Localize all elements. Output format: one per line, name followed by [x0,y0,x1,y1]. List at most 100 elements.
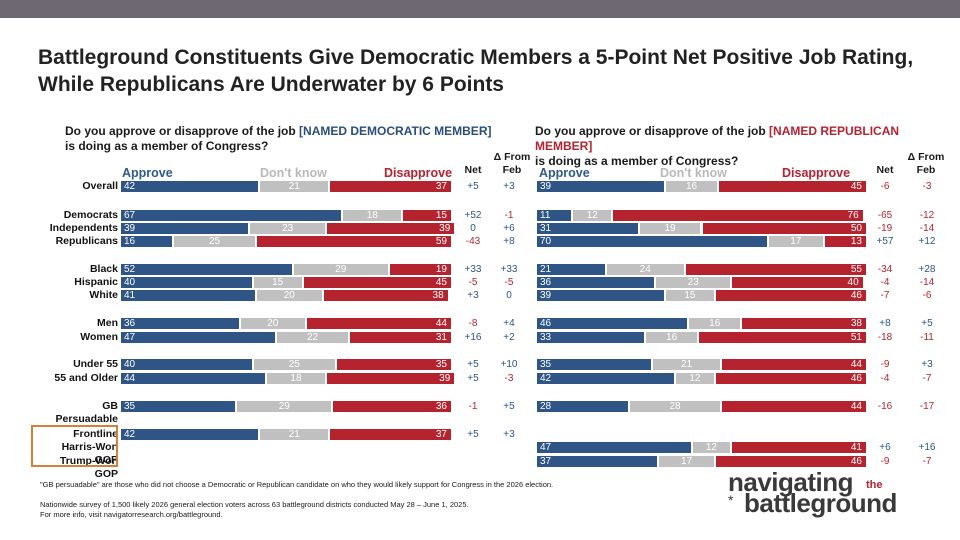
rep-net-independents: -19 [877,223,893,234]
dem-net-hispanic: -5 [468,277,478,288]
rep-bar-label-dont-know-white: 15 [684,290,696,301]
rep-bar-label-disapprove-trump-won-gop: 46 [850,456,862,467]
dem-net-independents: 0 [470,223,476,234]
rep-net-gb-persuadable: -16 [877,401,893,412]
dem-bar-label-disapprove-55-and-older: 39 [439,373,451,384]
top-banner [0,0,960,18]
rep-bar-label-disapprove-independents: 50 [850,223,862,234]
rep-question-prefix: Do you approve or disapprove of the job [535,124,766,138]
rep-bar-dont-know-harris-won-gop: 12 [692,442,731,453]
rep-net-democrats: -65 [877,210,893,221]
rep-bar-dont-know-black: 24 [606,264,684,275]
dem-bar-label-approve-independents: 39 [124,223,136,234]
rep-bar-disapprove-under-55: 44 [722,359,866,370]
rep-question-named: [NAMED REPUBLICAN MEMBER] [535,124,900,153]
logo-line2: battleground [744,488,897,518]
dem-bar-label-disapprove-under-55: 35 [435,359,447,370]
dem-bar-approve-republicans: 16 [121,236,173,247]
dem-bar-label-dont-know-frontline: 21 [288,429,300,440]
dem-bar-dont-know-democrats: 18 [343,210,402,221]
rep-bar-label-dont-know-overall: 16 [685,181,698,192]
dem-change-independents: +6 [503,223,515,234]
dem-bar-label-approve-republicans: 16 [124,236,136,247]
dem-bar-label-dont-know-democrats: 18 [366,210,378,221]
rep-bar-label-dont-know-republicans: 17 [790,236,802,247]
dem-bar-dont-know-frontline: 21 [260,429,329,440]
rep-bar-disapprove-55-and-older: 46 [715,373,866,384]
dem-bar-label-dont-know-men: 20 [267,318,279,329]
frontline-highlight-box [31,425,118,467]
dem-change-white: 0 [506,290,512,301]
row-label-harris-won-gop: Harris-Won GOP [61,441,118,466]
rep-bar-approve-hispanic: 36 [537,277,655,288]
rep-bar-dont-know-gb-persuadable: 28 [629,401,721,412]
row-label-gb-persuadable: GB Persuadable [55,400,118,425]
rep-bar-dont-know-55-and-older: 12 [676,373,714,384]
dem-bar-label-disapprove-hispanic: 45 [435,277,447,288]
rep-bar-dont-know-overall: 16 [666,181,718,192]
row-label-men: Men [97,317,118,329]
rep-bar-label-disapprove-white: 46 [850,290,862,301]
rep-net-overall: -6 [880,181,890,192]
dem-bar-approve-frontline: 42 [121,429,259,440]
rep-change-under-55: +3 [921,359,933,370]
rep-bar-disapprove-women: 51 [699,332,866,343]
dem-bar-label-disapprove-men: 44 [435,318,447,329]
dem-net-republicans: -43 [465,236,481,247]
dem-bar-label-disapprove-democrats: 15 [435,210,447,221]
dem-bar-label-dont-know-women: 22 [306,332,319,343]
dem-header-change: Δ From Feb [493,151,531,176]
dem-bar-disapprove-frontline: 37 [330,429,451,440]
logo-star: * [728,492,734,508]
dem-bar-label-disapprove-gb-persuadable: 36 [435,401,447,412]
rep-change-women: -11 [920,332,934,343]
rep-change-republicans: +12 [918,236,936,247]
dem-bar-dont-know-men: 20 [240,318,305,329]
rep-bar-dont-know-men: 16 [689,318,741,329]
rep-change-black: +28 [918,264,936,275]
rep-bar-label-dont-know-men: 16 [709,318,721,329]
rep-bar-approve-under-55: 35 [537,359,651,370]
rep-bar-disapprove-trump-won-gop: 46 [715,456,866,467]
dem-bar-dont-know-republicans: 25 [174,236,256,247]
dem-bar-approve-55-and-older: 44 [121,373,266,384]
dem-net-gb-persuadable: -1 [468,401,478,412]
rep-bar-disapprove-overall: 45 [719,181,866,192]
rep-bar-label-dont-know-gb-persuadable: 28 [669,401,681,412]
dem-bar-disapprove-democrats: 15 [403,210,451,221]
rep-bar-approve-independents: 31 [537,223,638,234]
rep-bar-label-disapprove-hispanic: 40 [847,277,859,288]
dem-bar-label-dont-know-republicans: 25 [209,236,221,247]
rep-change-white: -6 [922,290,932,301]
rep-bar-label-disapprove-republicans: 13 [850,236,862,247]
rep-change-trump-won-gop: -7 [922,456,932,467]
rep-bar-disapprove-republicans: 13 [824,236,866,247]
rep-header-dont-know: Don't know [660,166,727,180]
rep-bar-disapprove-black: 55 [685,264,866,275]
rep-change-overall: -3 [922,181,932,192]
rep-change-gb-persuadable: -17 [919,401,935,412]
dem-bar-label-approve-hispanic: 40 [124,277,136,288]
rep-bar-label-disapprove-women: 51 [850,332,862,343]
rep-net-men: +8 [879,318,891,329]
rep-change-independents: -14 [919,223,935,234]
row-label-women: Women [80,331,118,343]
rep-bar-label-approve-democrats: 11 [540,210,551,221]
rep-bar-approve-black: 21 [537,264,605,275]
rep-net-white: -7 [880,290,890,301]
row-label-republicans: Republicans [55,235,118,247]
rep-change-men: +5 [921,318,933,329]
logo-line1: navigating [728,467,854,497]
dem-bar-label-approve-overall: 42 [124,181,136,192]
rep-bar-label-approve-trump-won-gop: 37 [540,456,552,467]
rep-bar-approve-trump-won-gop: 37 [537,456,658,467]
dem-bar-label-approve-gb-persuadable: 35 [124,401,136,412]
rep-bar-label-dont-know-hispanic: 23 [687,277,699,288]
dem-bar-dont-know-under-55: 25 [253,359,335,370]
rep-bar-label-dont-know-independents: 19 [664,223,676,234]
dem-change-under-55: +10 [500,359,518,370]
rep-bar-approve-white: 39 [537,290,665,301]
dem-header-net: Net [464,164,482,176]
rep-header-net: Net [876,164,894,176]
dem-change-overall: +3 [503,181,515,192]
